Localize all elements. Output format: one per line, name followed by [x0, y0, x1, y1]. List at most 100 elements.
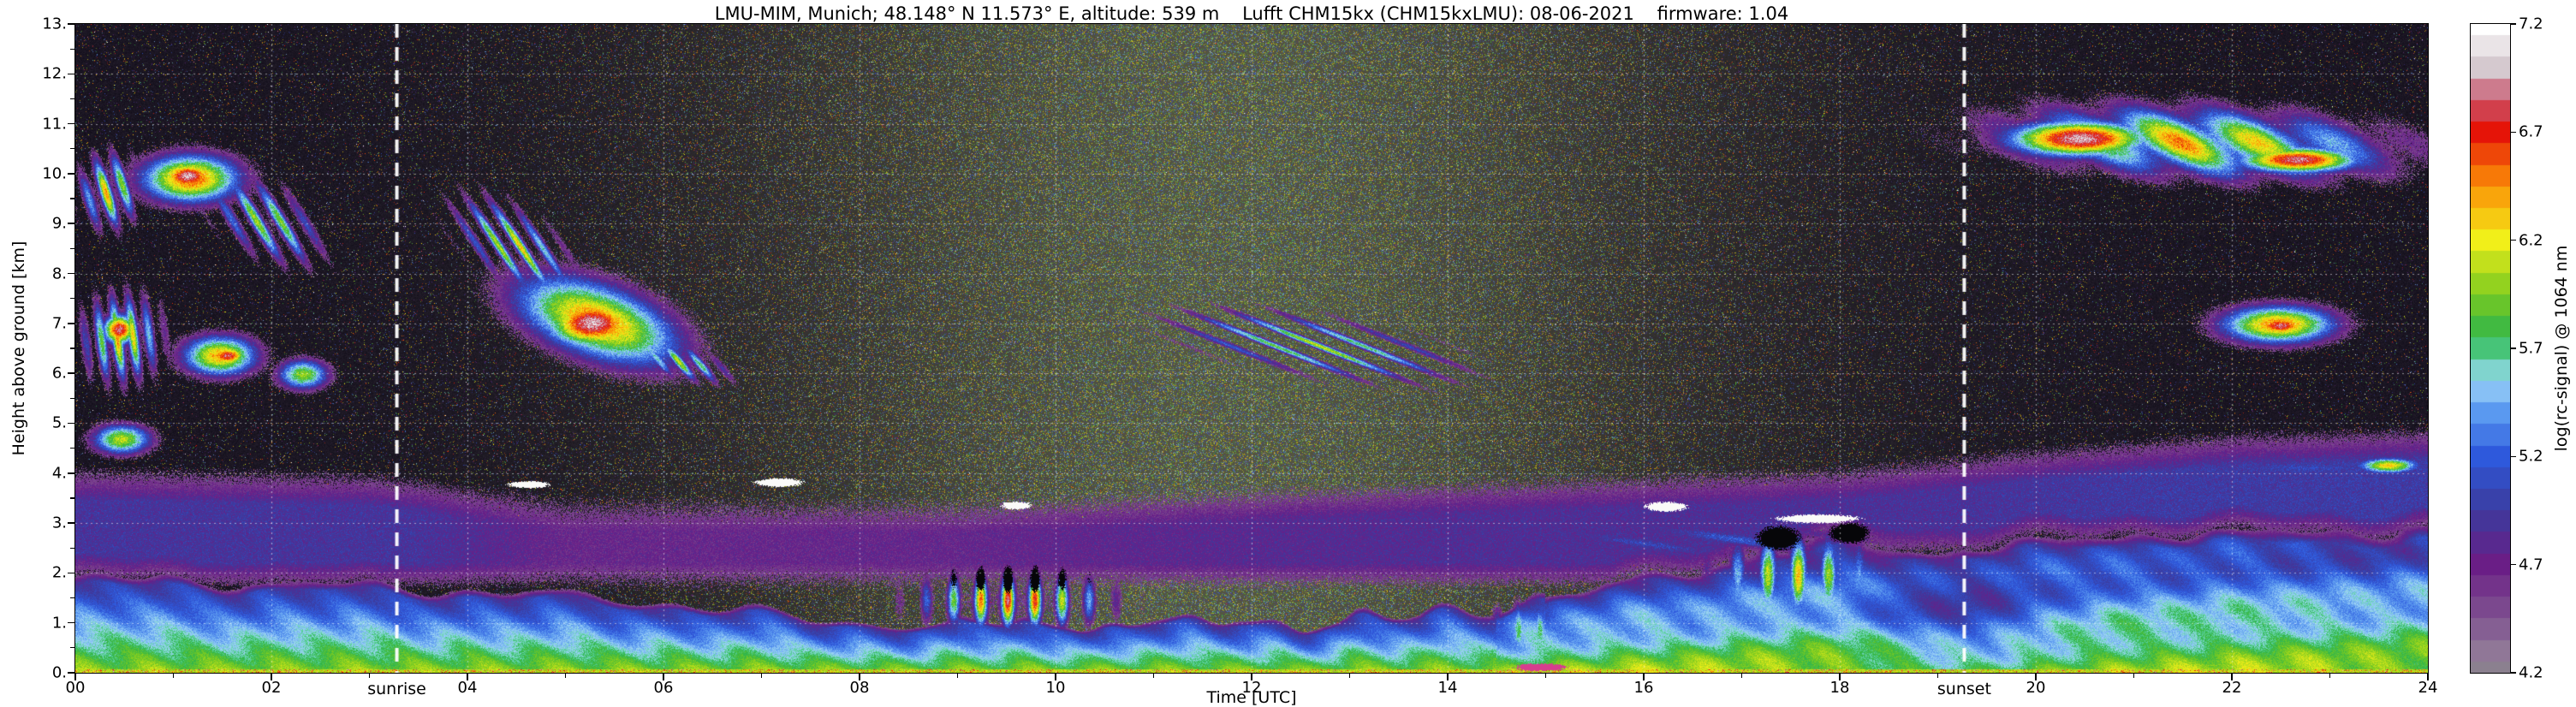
y-minor-tick-mark — [70, 98, 74, 100]
x-minor-tick-mark — [1740, 674, 1743, 678]
y-tick-mark — [68, 173, 74, 175]
x-minor-tick-mark — [1152, 674, 1155, 678]
x-tick-mark — [663, 674, 664, 680]
colorbar-tick-mark — [2511, 455, 2516, 457]
y-tick-label: 10. — [42, 164, 67, 183]
y-minor-tick-mark — [70, 198, 74, 199]
y-tick-label: 7. — [51, 314, 67, 333]
y-tick-mark — [68, 323, 74, 324]
x-tick-label: 22 — [2222, 679, 2242, 697]
x-tick-label: 04 — [457, 679, 478, 697]
y-tick-label: 3. — [51, 514, 67, 532]
x-tick-label: 16 — [1633, 679, 1654, 697]
y-tick-label: 12. — [42, 64, 67, 83]
x-minor-tick-mark — [368, 674, 371, 678]
x-tick-mark — [1055, 674, 1056, 680]
y-tick-mark — [68, 672, 74, 674]
y-minor-tick-mark — [70, 247, 74, 249]
colorbar-tick-label: 6.7 — [2519, 122, 2543, 141]
colorbar-canvas — [2471, 24, 2510, 673]
y-tick-label: 5. — [51, 413, 67, 432]
heatmap-canvas — [75, 24, 2428, 673]
x-tick-label: 14 — [1437, 679, 1458, 697]
annotation-sunset: sunset — [1936, 680, 1991, 698]
colorbar-tick-label: 5.7 — [2519, 339, 2543, 358]
y-tick-label: 13. — [42, 15, 67, 33]
colorbar-tick-label: 4.7 — [2519, 556, 2543, 574]
y-minor-tick-mark — [70, 48, 74, 50]
colorbar-tick-label: 6.2 — [2519, 231, 2543, 250]
colorbar — [2470, 23, 2511, 674]
chart-title: LMU-MIM, Munich; 48.148° N 11.573° E, al… — [714, 3, 1789, 24]
plot-area — [74, 23, 2429, 674]
x-axis-label: Time [UTC] — [1206, 688, 1297, 707]
x-tick-label: 24 — [2418, 679, 2438, 697]
annotation-sunrise: sunrise — [367, 680, 426, 698]
x-tick-mark — [2427, 674, 2429, 680]
x-tick-mark — [467, 674, 468, 680]
y-minor-tick-mark — [70, 597, 74, 599]
x-tick-label: 20 — [2026, 679, 2046, 697]
x-tick-label: 00 — [65, 679, 86, 697]
colorbar-label: log(rc-signal) @ 1064 nm — [2552, 245, 2571, 452]
x-minor-tick-mark — [1936, 674, 1939, 678]
colorbar-tick-mark — [2511, 240, 2516, 241]
x-minor-tick-mark — [2133, 674, 2135, 678]
colorbar-tick-mark — [2511, 131, 2516, 133]
x-tick-label: 18 — [1829, 679, 1850, 697]
y-tick-label: 4. — [51, 464, 67, 483]
y-tick-label: 1. — [51, 614, 67, 633]
x-tick-mark — [271, 674, 272, 680]
y-tick-mark — [68, 223, 74, 224]
colorbar-tick-label: 7.2 — [2519, 15, 2543, 33]
x-minor-tick-mark — [2329, 674, 2331, 678]
x-minor-tick-mark — [1544, 674, 1547, 678]
x-tick-label: 02 — [261, 679, 282, 697]
x-tick-mark — [1447, 674, 1449, 680]
x-tick-mark — [1839, 674, 1841, 680]
colorbar-tick-label: 5.2 — [2519, 447, 2543, 466]
y-tick-label: 6. — [51, 364, 67, 383]
y-tick-mark — [68, 472, 74, 474]
y-tick-label: 11. — [42, 115, 67, 134]
y-tick-mark — [68, 572, 74, 574]
colorbar-tick-mark — [2511, 672, 2516, 674]
y-tick-mark — [68, 422, 74, 425]
x-minor-tick-mark — [172, 674, 175, 678]
y-tick-label: 8. — [51, 264, 67, 283]
x-tick-mark — [859, 674, 860, 680]
y-tick-mark — [68, 272, 74, 275]
y-minor-tick-mark — [70, 148, 74, 150]
y-tick-label: 9. — [51, 214, 67, 233]
y-minor-tick-mark — [70, 547, 74, 549]
x-tick-label: 06 — [653, 679, 674, 697]
colorbar-tick-label: 4.2 — [2519, 663, 2543, 682]
y-minor-tick-mark — [70, 298, 74, 300]
x-tick-mark — [2231, 674, 2233, 680]
y-tick-mark — [68, 73, 74, 75]
x-tick-label: 12 — [1241, 679, 1262, 697]
colorbar-tick-mark — [2511, 23, 2516, 25]
y-minor-tick-mark — [70, 397, 74, 399]
x-tick-mark — [1643, 674, 1645, 680]
y-tick-label: 2. — [51, 563, 67, 582]
x-tick-label: 10 — [1045, 679, 1066, 697]
y-tick-mark — [68, 23, 74, 25]
x-minor-tick-mark — [564, 674, 567, 678]
x-minor-tick-mark — [1348, 674, 1351, 678]
x-tick-mark — [1251, 674, 1252, 680]
y-tick-mark — [68, 372, 74, 374]
x-tick-label: 08 — [849, 679, 870, 697]
y-tick-mark — [68, 522, 74, 524]
y-tick-label: 0. — [51, 663, 67, 682]
x-minor-tick-mark — [760, 674, 763, 678]
x-tick-mark — [74, 674, 76, 680]
colorbar-tick-mark — [2511, 564, 2516, 566]
y-minor-tick-mark — [70, 448, 74, 449]
y-minor-tick-mark — [70, 647, 74, 649]
y-tick-mark — [68, 122, 74, 125]
y-tick-mark — [68, 621, 74, 624]
x-tick-mark — [2035, 674, 2037, 680]
y-minor-tick-mark — [70, 497, 74, 499]
